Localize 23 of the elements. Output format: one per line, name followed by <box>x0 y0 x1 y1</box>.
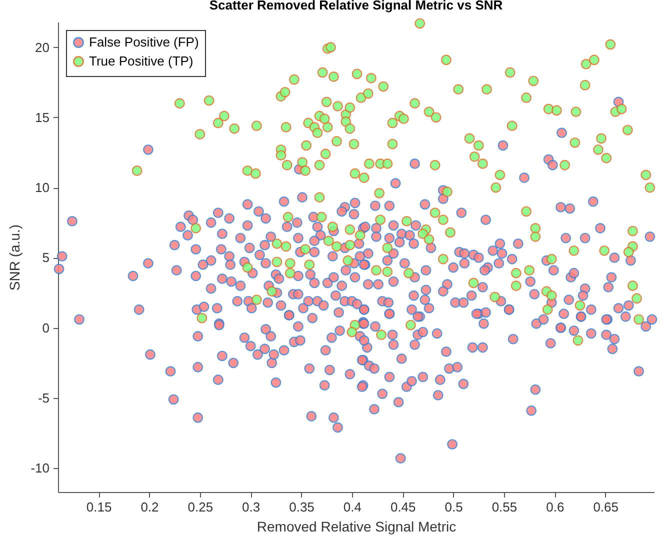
x-tick-label: 0.65 <box>593 500 619 514</box>
x-axis-title: Removed Relative Signal Metric <box>256 518 456 534</box>
y-tick-label: 10 <box>35 180 50 196</box>
x-tick-label: 0.15 <box>86 500 112 514</box>
y-tick-label: 20 <box>35 40 50 55</box>
x-tick-label: 0.2 <box>140 500 159 514</box>
x-tick-label: 0.3 <box>242 500 260 514</box>
x-tick-label: 0.4 <box>343 500 362 514</box>
chart-title: Scatter Removed Relative Signal Metric vs SNR <box>209 0 504 12</box>
y-tick-label: 15 <box>35 110 50 125</box>
x-tick-label: 0.5 <box>444 500 463 514</box>
legend-label: False Positive (FP) <box>89 34 199 50</box>
y-tick-label: -10 <box>30 460 50 476</box>
y-tick-label: -5 <box>38 390 50 406</box>
y-axis-title: SNR (a.u.) <box>6 224 23 291</box>
x-tick-label: 0.6 <box>546 500 564 514</box>
legend-label: True Positive (TP) <box>89 54 194 68</box>
x-tick-label: 0.45 <box>390 500 416 514</box>
y-tick-label: 5 <box>42 250 50 266</box>
x-tick-label: 0.25 <box>188 500 214 514</box>
y-tick-label: 0 <box>42 320 50 336</box>
x-tick-label: 0.55 <box>492 500 518 514</box>
x-tick-label: 0.35 <box>289 500 314 514</box>
